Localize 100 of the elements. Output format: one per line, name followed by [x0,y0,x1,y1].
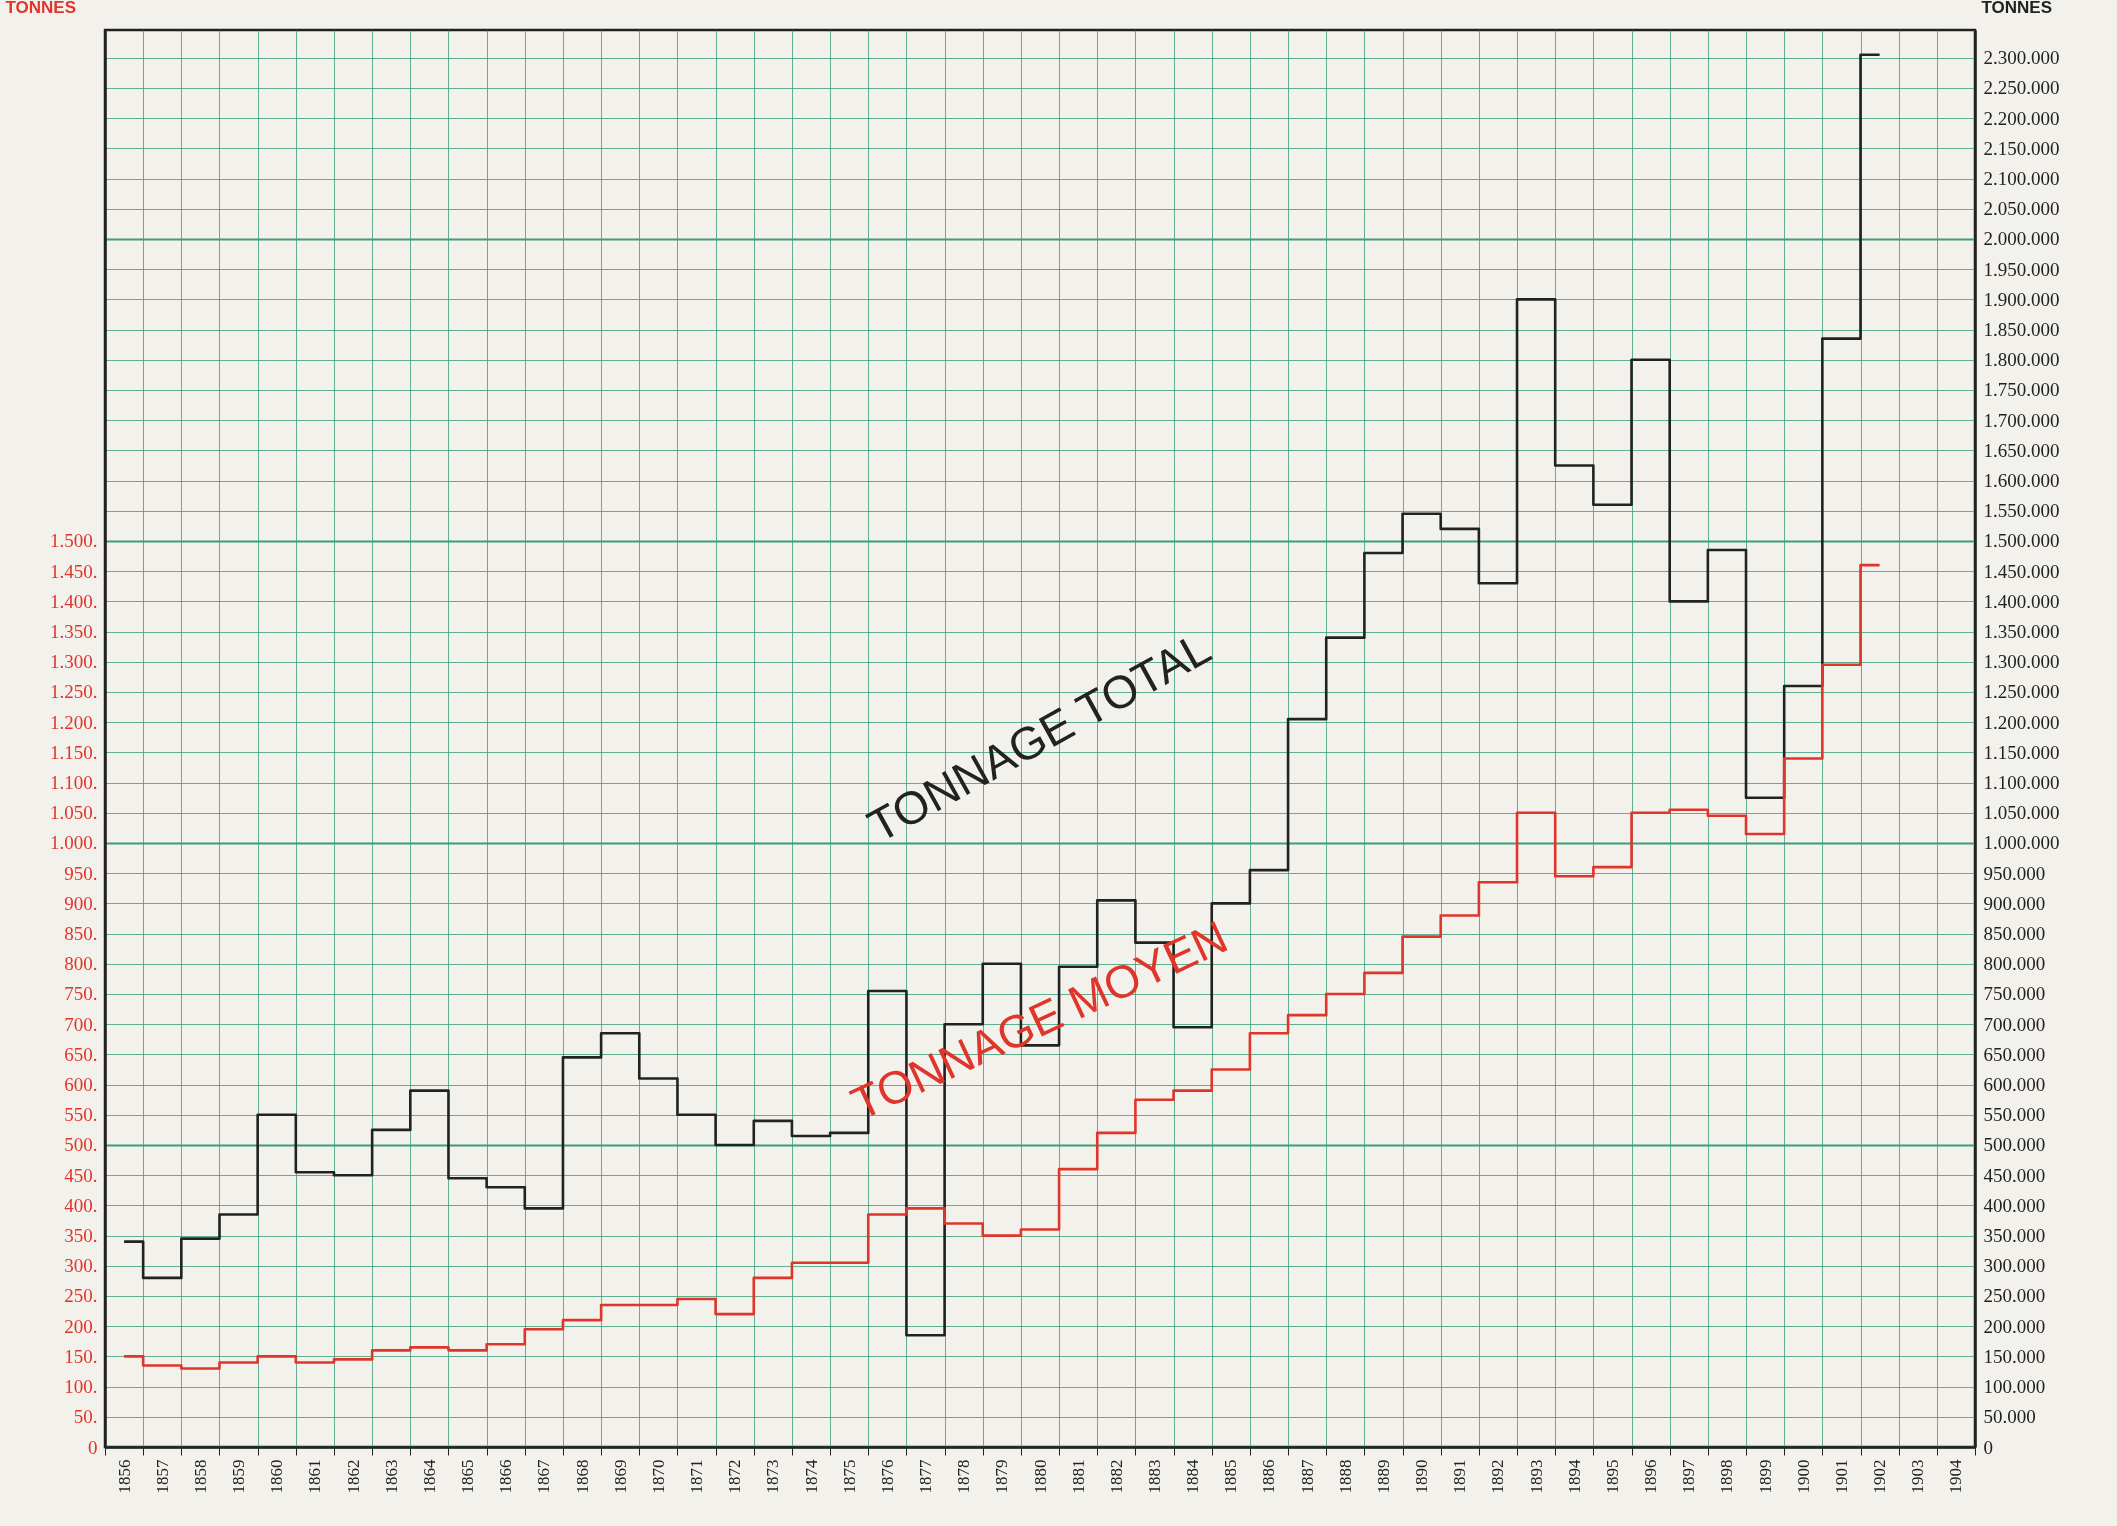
x-tick-label: 1894 [1564,1459,1584,1494]
x-tick-label: 1895 [1602,1459,1622,1494]
x-tick-label: 1882 [1106,1459,1126,1494]
y-tick-label: 1.400. [50,590,98,612]
y2-tick-label: 1.500.000 [1983,530,2060,552]
x-tick-label: 1872 [725,1459,745,1494]
y2-tick-label: 1.700.000 [1983,409,2060,431]
x-tick-label: 1899 [1755,1459,1775,1494]
y2-tick-label: 1.550.000 [1983,500,2060,522]
y-tick-label: 800. [64,953,98,975]
y-tick-label: 300. [64,1255,98,1277]
y2-tick-label: 1.800.000 [1983,349,2060,371]
y2-tick-label: 2.300.000 [1983,47,2060,69]
x-tick-label: 1890 [1412,1459,1432,1494]
x-tick-label: 1893 [1526,1459,1546,1494]
y2-tick-label: 1.900.000 [1983,288,2060,310]
x-tick-label: 1885 [1221,1459,1241,1494]
x-tick-label: 1898 [1717,1459,1737,1494]
x-tick-label: 1870 [648,1459,668,1494]
x-tick-label: 1861 [305,1459,325,1494]
x-tick-label: 1867 [534,1459,554,1494]
y-tick-label: 700. [64,1013,98,1035]
y-tick-label: 1.300. [50,651,98,673]
y-tick-label: 1.350. [50,621,98,643]
x-tick-label: 1884 [1183,1459,1203,1494]
y-tick-label: 950. [64,862,98,884]
y2-tick-label: 1.600.000 [1983,470,2060,492]
y-tick-label: 1.150. [50,741,98,763]
y2-tick-label: 1.250.000 [1983,681,2060,703]
y2-tick-label: 500.000 [1983,1134,2046,1156]
y2-tick-label: 2.100.000 [1983,168,2060,190]
y-tick-label: 900. [64,892,98,914]
y2-tick-label: 1.150.000 [1983,741,2060,763]
y2-axis-title: TONNES [1981,0,2053,17]
y-axis-title: TONNES [5,0,77,17]
y-tick-label: 750. [64,983,98,1005]
x-tick-label: 1900 [1793,1459,1813,1494]
y-tick-label: 550. [64,1104,98,1126]
y2-tick-label: 450.000 [1983,1164,2046,1186]
y2-tick-label: 950.000 [1983,862,2046,884]
x-tick-label: 1876 [877,1459,897,1494]
y-tick-label: 1.200. [50,711,98,733]
y2-tick-label: 1.050.000 [1983,802,2060,824]
x-tick-label: 1879 [992,1459,1012,1494]
y2-tick-label: 1.100.000 [1983,772,2060,794]
y2-tick-label: 750.000 [1983,983,2046,1005]
x-tick-label: 1866 [496,1459,516,1494]
y-tick-label: 450. [64,1164,98,1186]
y2-tick-label: 1.200.000 [1983,711,2060,733]
x-tick-label: 1903 [1908,1459,1928,1494]
y2-tick-label: 1.650.000 [1983,439,2060,461]
y-tick-label: 1.050. [50,802,98,824]
y-tick-label: 0 [88,1436,98,1458]
y2-tick-label: 1.450.000 [1983,560,2060,582]
y-tick-label: 250. [64,1285,98,1307]
y-tick-label: 500. [64,1134,98,1156]
x-tick-label: 1862 [343,1459,363,1494]
x-tick-label: 1860 [267,1459,287,1494]
x-tick-label: 1891 [1450,1459,1470,1494]
y2-tick-label: 1.850.000 [1983,319,2060,341]
y-tick-label: 400. [64,1194,98,1216]
x-tick-label: 1871 [687,1459,707,1494]
x-tick-label: 1869 [610,1459,630,1494]
x-tick-label: 1880 [1030,1459,1050,1494]
y2-tick-label: 150.000 [1983,1345,2046,1367]
x-tick-label: 1865 [458,1459,478,1494]
x-tick-label: 1857 [152,1459,172,1494]
y-tick-label: 850. [64,923,98,945]
y-tick-label: 1.000. [50,832,98,854]
y2-tick-label: 300.000 [1983,1255,2046,1277]
y-tick-label: 1.100. [50,772,98,794]
y2-tick-label: 200.000 [1983,1315,2046,1337]
x-tick-label: 1892 [1488,1459,1508,1494]
x-tick-label: 1864 [419,1459,439,1494]
x-tick-label: 1859 [229,1459,249,1494]
y2-tick-label: 2.000.000 [1983,228,2060,250]
y2-tick-label: 350.000 [1983,1225,2046,1247]
x-tick-label: 1881 [1068,1459,1088,1494]
y2-tick-label: 100.000 [1983,1376,2046,1398]
y2-tick-label: 2.050.000 [1983,198,2060,220]
y2-tick-label: 400.000 [1983,1194,2046,1216]
x-tick-label: 1858 [190,1459,210,1494]
y2-tick-label: 650.000 [1983,1043,2046,1065]
y-tick-label: 100. [64,1376,98,1398]
y2-tick-label: 50.000 [1983,1406,2036,1428]
y-tick-label: 1.500. [50,530,98,552]
x-tick-label: 1886 [1259,1459,1279,1494]
y2-tick-label: 700.000 [1983,1013,2046,1035]
y2-tick-label: 2.200.000 [1983,107,2060,129]
y-tick-label: 200. [64,1315,98,1337]
y2-tick-label: 1.000.000 [1983,832,2060,854]
x-tick-label: 1856 [114,1459,134,1494]
x-tick-label: 1887 [1297,1459,1317,1494]
x-tick-label: 1897 [1679,1459,1699,1494]
y2-tick-label: 850.000 [1983,923,2046,945]
y2-tick-label: 1.300.000 [1983,651,2060,673]
y2-tick-label: 1.750.000 [1983,379,2060,401]
y2-tick-label: 0 [1983,1436,1993,1458]
y2-tick-label: 250.000 [1983,1285,2046,1307]
x-tick-label: 1902 [1870,1459,1890,1494]
